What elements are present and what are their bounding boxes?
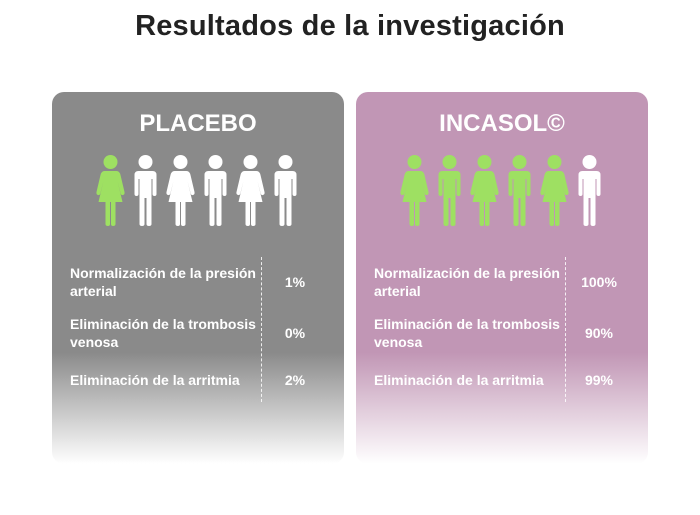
green-female-person-icon	[470, 155, 499, 226]
incasol-results: Normalización de la presión arterial 100…	[374, 256, 636, 402]
result-label: Eliminación de la arritmia	[70, 372, 240, 388]
result-label: Eliminación de la trombosis venosa	[70, 316, 256, 350]
result-value: 99%	[584, 372, 614, 388]
result-row: Eliminación de la arritmia 2%	[70, 358, 332, 402]
white-male-person-icon	[134, 155, 157, 226]
placebo-people	[52, 154, 344, 226]
result-row: Eliminación de la arritmia 99%	[374, 358, 636, 402]
placebo-results: Normalización de la presión arterial 1% …	[70, 256, 332, 402]
placebo-divider	[261, 257, 262, 402]
result-value: 2%	[284, 372, 306, 388]
result-row: Normalización de la presión arterial 100…	[374, 256, 636, 308]
result-row: Normalización de la presión arterial 1%	[70, 256, 332, 308]
white-male-person-icon	[578, 155, 601, 226]
result-label: Normalización de la presión arterial	[70, 265, 256, 299]
white-female-person-icon	[166, 155, 195, 226]
result-label: Eliminación de la arritmia	[374, 372, 544, 388]
result-value: 0%	[284, 325, 306, 341]
incasol-card: INCASOL© Normalización de la presión art…	[356, 92, 648, 464]
green-male-person-icon	[438, 155, 461, 226]
result-value: 1%	[284, 274, 306, 290]
result-row: Eliminación de la trombosis venosa 90%	[374, 308, 636, 358]
white-male-person-icon	[274, 155, 297, 226]
green-female-person-icon	[400, 155, 429, 226]
result-label: Normalización de la presión arterial	[374, 265, 560, 299]
green-female-person-icon	[96, 155, 125, 226]
placebo-title: PLACEBO	[139, 110, 257, 137]
white-male-person-icon	[204, 155, 227, 226]
white-female-person-icon	[236, 155, 265, 226]
green-female-person-icon	[540, 155, 569, 226]
page-title: Resultados de la investigación	[135, 10, 565, 42]
incasol-title: INCASOL©	[439, 110, 565, 137]
green-male-person-icon	[508, 155, 531, 226]
result-label: Eliminación de la trombosis venosa	[374, 316, 560, 350]
result-value: 100%	[581, 274, 617, 290]
result-value: 90%	[584, 325, 614, 341]
incasol-people	[356, 154, 648, 226]
placebo-card: PLACEBO Normalización de la presión arte…	[52, 92, 344, 464]
result-row: Eliminación de la trombosis venosa 0%	[70, 308, 332, 358]
incasol-divider	[565, 257, 566, 402]
